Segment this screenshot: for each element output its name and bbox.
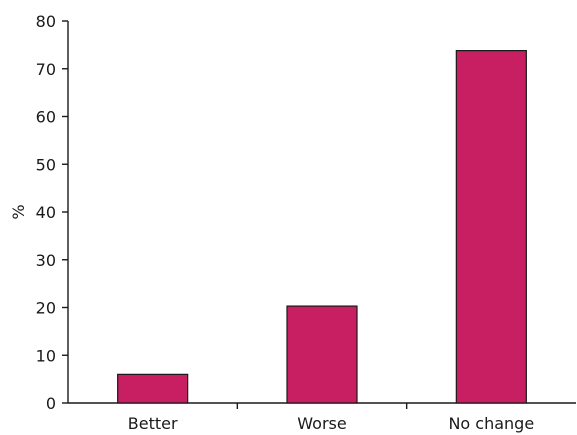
y-tick-label: 70 (36, 60, 56, 79)
bar-better (117, 373, 189, 404)
x-axis: Better Worse No change (68, 402, 576, 433)
x-tick-label: No change (448, 414, 534, 433)
y-tick-label: 30 (36, 251, 56, 270)
y-tick-label: 10 (36, 346, 56, 365)
x-tick-label: Better (128, 414, 178, 433)
y-tick-label: 20 (36, 299, 56, 318)
x-tick-label: Worse (297, 414, 346, 433)
bar-worse (286, 305, 358, 404)
y-axis-title: % (9, 204, 28, 219)
y-tick-label: 50 (36, 155, 56, 174)
y-tick-label: 60 (36, 108, 56, 127)
bars (117, 50, 527, 404)
y-tick-label: 0 (46, 394, 56, 413)
y-axis: 0 10 20 30 40 50 60 70 80 (36, 12, 69, 413)
y-tick-label: 40 (36, 203, 56, 222)
bar-no-change (455, 50, 527, 404)
y-tick-label: 80 (36, 12, 56, 31)
